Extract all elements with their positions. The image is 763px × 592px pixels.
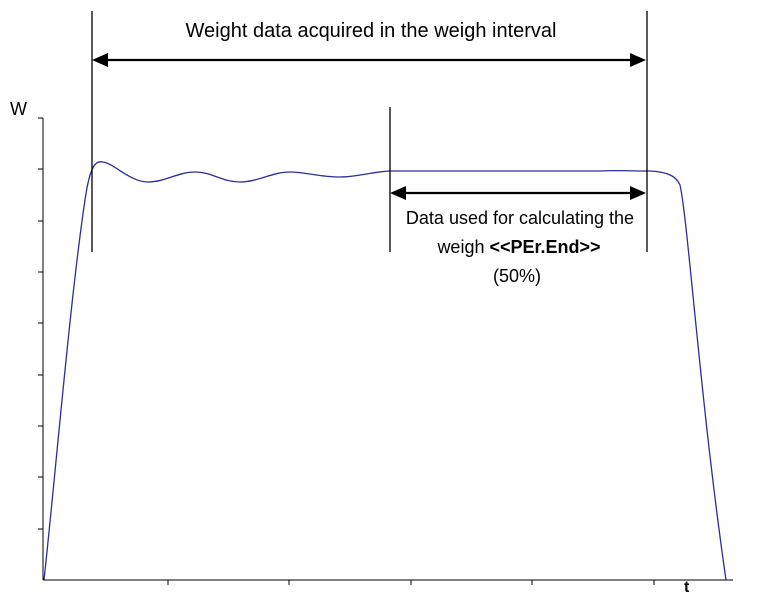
- weigh-interval-label: Weight data acquired in the weigh interv…: [186, 20, 557, 42]
- weigh-interval-arrow: [92, 53, 646, 67]
- x-axis-label: t: [684, 579, 690, 592]
- calc-label-param: <<PEr.End>>: [489, 237, 600, 257]
- y-axis-label: W: [10, 99, 27, 119]
- x-axis-ticks: [168, 580, 654, 585]
- calc-label-line2-prefix: weigh: [436, 237, 489, 257]
- calc-label-line2: weigh <<PEr.End>>: [436, 237, 600, 257]
- y-axis-ticks: [38, 118, 43, 529]
- calc-label-line3: (50%): [493, 266, 541, 286]
- calc-label-line1: Data used for calculating the: [406, 208, 634, 228]
- calc-interval-arrow: [390, 186, 646, 200]
